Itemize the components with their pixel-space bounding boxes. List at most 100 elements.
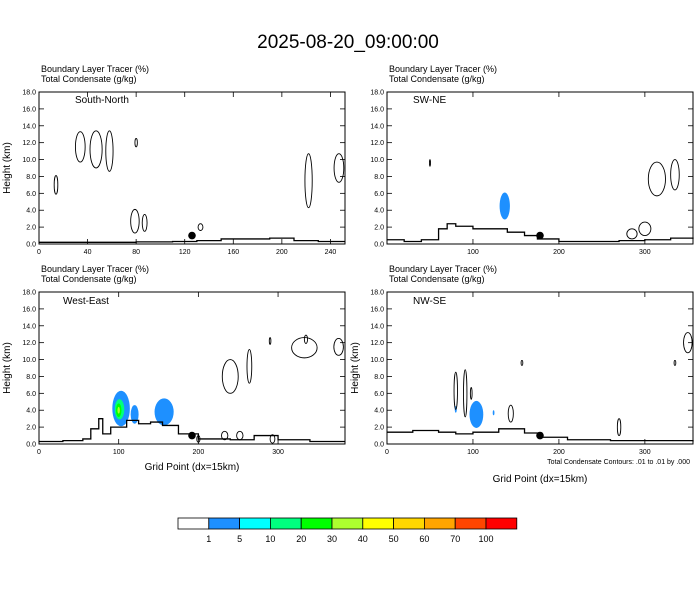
y-tick-label: 16.0 [22, 106, 36, 113]
station-dot [536, 231, 544, 240]
x-tick-label: 200 [553, 449, 565, 456]
condensate-contour [74, 131, 86, 163]
condensate-contour [670, 159, 680, 191]
x-tick-label: 0 [385, 449, 389, 456]
x-tick-label: 200 [553, 249, 565, 256]
y-tick-label: 16.0 [370, 306, 384, 313]
colorbar-swatch [485, 517, 518, 530]
y-tick-label: 4.0 [374, 208, 384, 215]
y-tick-label: 8.0 [374, 174, 384, 181]
panel-label: West-East [63, 296, 109, 307]
y-tick-label: 2.0 [26, 425, 36, 432]
colorbar-swatch [362, 517, 394, 530]
condensate-contour [105, 130, 114, 172]
y-tick-label: 8.0 [26, 174, 36, 181]
x-axis-label: Grid Point (dx=15km) [145, 462, 240, 473]
condensate-contour [221, 430, 229, 441]
condensate-contour [507, 404, 514, 423]
y-tick-label: 14.0 [370, 323, 384, 330]
colorbar-swatch [300, 517, 333, 530]
condensate-contour [453, 371, 458, 410]
panel-label: South-North [75, 95, 129, 106]
y-tick-label: 16.0 [22, 306, 36, 313]
panel-header-line2: Total Condensate (g/kg) [389, 74, 485, 84]
y-tick-label: 6.0 [374, 391, 384, 398]
y-tick-label: 18.0 [22, 290, 36, 297]
plot-frame [38, 291, 346, 445]
condensate-contour [520, 359, 524, 366]
y-tick-label: 12.0 [22, 140, 36, 147]
y-tick-label: 10.0 [22, 157, 36, 164]
condensate-contour [53, 175, 59, 195]
x-tick-label: 100 [467, 449, 479, 456]
tracer-fill [117, 406, 120, 414]
y-tick-label: 6.0 [374, 191, 384, 198]
y-axis-label: Height (km) [2, 142, 13, 194]
y-tick-label: 2.0 [374, 225, 384, 232]
x-tick-label: 240 [325, 249, 337, 256]
y-tick-label: 16.0 [370, 106, 384, 113]
condensate-contour [647, 161, 666, 197]
y-tick-label: 0.0 [374, 242, 384, 249]
condensate-contour [638, 221, 652, 237]
colorbar-label: 10 [265, 534, 275, 544]
panel-header-line1: Boundary Layer Tracer (%) [41, 64, 149, 74]
x-tick-label: 40 [84, 249, 92, 256]
condensate-contour [304, 153, 313, 209]
condensate-contour [673, 359, 677, 366]
panel-header-line1: Boundary Layer Tracer (%) [41, 264, 149, 274]
panel-header-line1: Boundary Layer Tracer (%) [389, 64, 497, 74]
x-tick-label: 0 [37, 449, 41, 456]
panel-sw-ne: Boundary Layer Tracer (%) Total Condensa… [370, 64, 694, 256]
colorbar-swatch [454, 517, 487, 530]
colorbar-swatch [239, 517, 271, 530]
y-tick-label: 10.0 [370, 357, 384, 364]
y-tick-label: 12.0 [370, 140, 384, 147]
y-tick-label: 10.0 [370, 157, 384, 164]
x-tick-label: 300 [272, 449, 284, 456]
station-dot [536, 431, 544, 440]
condensate-contour [268, 337, 272, 345]
condensate-contour [130, 208, 140, 234]
station-dot [188, 431, 196, 440]
y-tick-label: 14.0 [22, 323, 36, 330]
tracer-fill [130, 405, 139, 424]
y-tick-label: 6.0 [26, 191, 36, 198]
y-tick-label: 10.0 [22, 357, 36, 364]
y-tick-label: 14.0 [370, 123, 384, 130]
panel-west-east: Boundary Layer Tracer (%) Total Condensa… [2, 264, 346, 473]
x-tick-label: 0 [37, 249, 41, 256]
tracer-fill [499, 192, 510, 220]
condensate-contour [469, 386, 473, 400]
condensate-contour [333, 337, 344, 356]
colorbar: 1 5 10 20 30 40 50 60 70 100 [177, 517, 518, 544]
x-tick-label: 300 [639, 449, 651, 456]
colorbar-label: 30 [327, 534, 337, 544]
y-tick-label: 4.0 [26, 408, 36, 415]
colorbar-swatch [331, 517, 364, 530]
x-tick-label: 100 [467, 249, 479, 256]
colorbar-swatch [208, 517, 241, 530]
condensate-contour [197, 223, 204, 231]
terrain-line [387, 428, 694, 442]
x-tick-label: 200 [276, 249, 288, 256]
colorbar-swatch [269, 517, 302, 530]
colorbar-label: 40 [358, 534, 368, 544]
x-tick-label: 200 [193, 449, 205, 456]
y-axis-label: Height (km) [2, 342, 13, 394]
x-tick-label: 160 [227, 249, 239, 256]
condensate-contour [134, 137, 138, 148]
condensate-contour [616, 418, 622, 437]
plot-frame [386, 91, 694, 245]
panel-south-north: Boundary Layer Tracer (%) Total Condensa… [2, 64, 346, 256]
condensate-contour [221, 359, 239, 394]
x-tick-label: 100 [113, 449, 125, 456]
tracer-fill [492, 410, 495, 416]
y-tick-label: 6.0 [26, 391, 36, 398]
condensate-contour [626, 228, 638, 240]
y-tick-label: 8.0 [26, 374, 36, 381]
y-tick-label: 18.0 [22, 90, 36, 97]
colorbar-label: 70 [450, 534, 460, 544]
panel-label: SW-NE [413, 95, 446, 106]
